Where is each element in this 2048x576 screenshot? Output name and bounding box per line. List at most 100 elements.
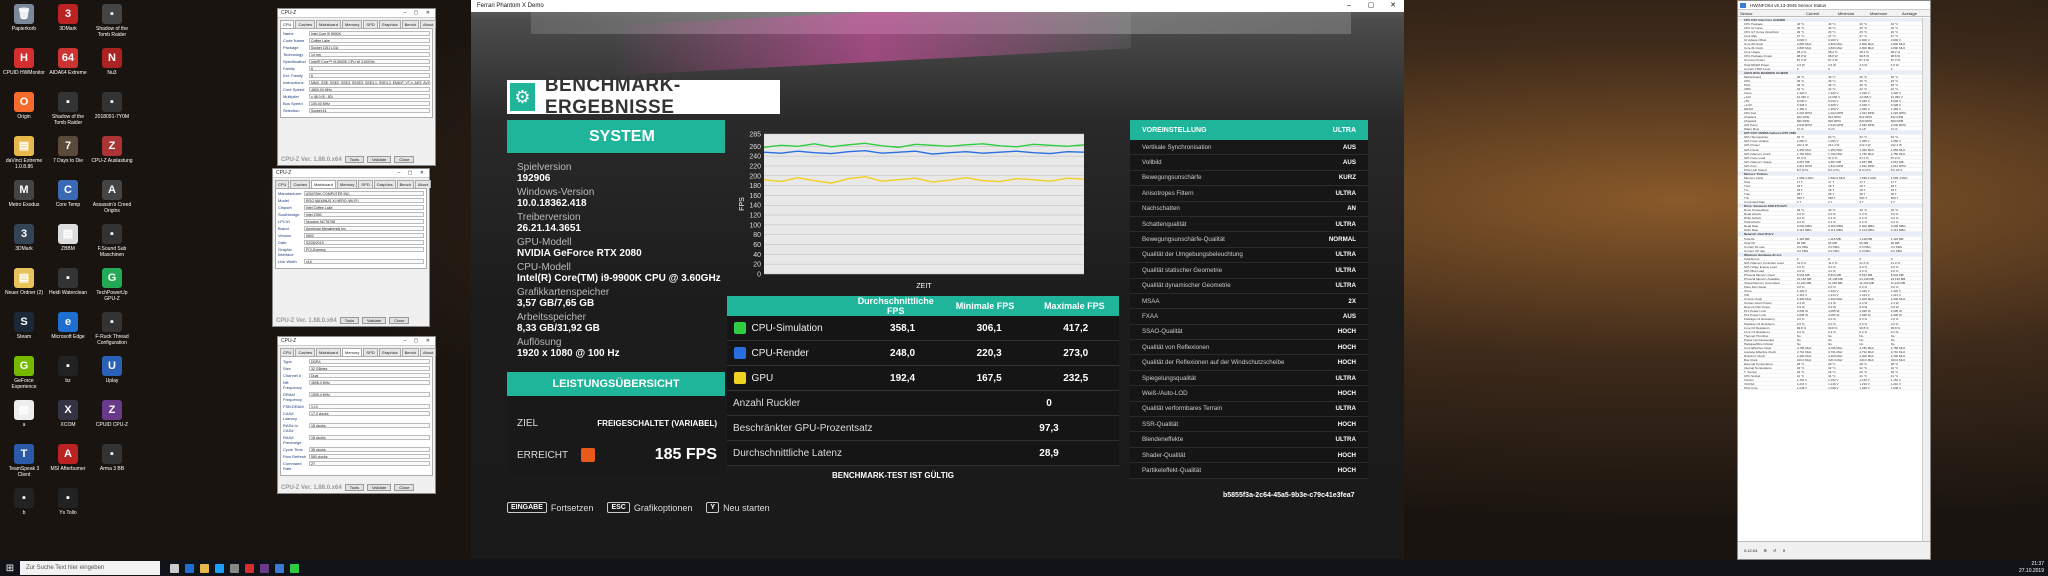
explorer-icon[interactable] — [200, 563, 209, 573]
cpuz-tab[interactable]: Caches — [290, 180, 311, 188]
sensor-row[interactable]: VCCSA 1.216 V 1.216 V 1.216 V 1.216 V — [1738, 382, 1922, 387]
col-maximum[interactable]: Maximum — [1870, 11, 1888, 16]
desktop-icon[interactable]: H CPUID HWMonitor — [2, 48, 46, 76]
sensor-row[interactable]: Current DL rate 0.0 KB/s 0.0 KB/s 0.0 KB/s 0… — [1738, 245, 1922, 249]
sensor-row[interactable]: Drive Temperature 39 °C 39 °C 39 °C 39 °C — [1738, 208, 1922, 213]
sensor-row[interactable]: PCIe Link Speed 8.0 GT/s 8.0 GT/s 8.0 GT/s 8… — [1738, 168, 1922, 172]
desktop-icon[interactable]: Z CPU-Z Auslastung — [90, 136, 134, 164]
desktop-icon[interactable]: e Microsoft Edge — [46, 312, 90, 340]
cpuz-tab[interactable]: CPU — [280, 20, 295, 28]
minimize-icon[interactable]: – — [1347, 2, 1351, 9]
sensor-row[interactable]: GPU Core Load 97.0 % 97.0 % 97.0 % 97.0 % — [1738, 156, 1922, 160]
sensor-group[interactable]: ASUS ROG MAXIMUS XI HERO — [1738, 70, 1922, 75]
sensor-row[interactable]: Package C3 Residency 0.0 % 0.0 % 0.0 % 0.0 % — [1738, 317, 1922, 322]
cpuz-tab[interactable]: Memory — [341, 20, 363, 28]
taskbar-search[interactable]: Zur Suche Text hier eingeben — [20, 561, 160, 575]
col-minimum[interactable]: Minimum — [1838, 11, 1855, 16]
hwmonitor-icon[interactable] — [245, 563, 254, 573]
key-hint[interactable]: Y Neu starten — [706, 502, 770, 513]
desktop-icon[interactable]: G GeForce Experience — [2, 356, 46, 390]
desktop-icon[interactable]: ▤ ZBBM — [46, 224, 90, 252]
cpuz-tab[interactable]: Mainboard — [311, 180, 336, 188]
sensor-row[interactable]: GPU Memory Clock 1,750 MHz 1,750 MHz 1,750 … — [1738, 152, 1922, 156]
sensor-row[interactable]: GPU Memory Controller Load 41.0 % 41.0 % 41… — [1738, 261, 1922, 265]
sensor-row[interactable]: Vcore 1.320 V 1.320 V 1.320 V 1.320 V — [1738, 91, 1922, 95]
desktop-icon[interactable]: X XCOM — [46, 400, 90, 428]
sensor-row[interactable]: GPU Power 212.4 W 212.4 W 212.4 W 212.4 W — [1738, 143, 1922, 148]
cpuz-tab[interactable]: Memory — [336, 180, 358, 188]
sensor-row[interactable]: Uncore Clock 4,300 MHz 4,300 MHz 4,300 MHz 4… — [1738, 297, 1922, 302]
reset-icon[interactable]: ↺ — [1772, 548, 1777, 553]
sensor-row[interactable]: VRM 42 °C 42 °C 42 °C 42 °C — [1738, 87, 1922, 91]
game-titlebar[interactable]: Ferrari Phantom X Demo – ▢ ✕ — [471, 0, 1404, 12]
desktop-icon[interactable]: C Core Temp — [46, 180, 90, 208]
sensor-row[interactable]: T_Sensor 29 °C 29 °C 29 °C 29 °C — [1738, 370, 1922, 375]
desktop-icon[interactable]: ▪ Heidi Waterclean — [46, 268, 90, 296]
cpuz-button[interactable]: Close — [394, 484, 415, 491]
sensor-row[interactable]: +12V 12.096 V 12.096 V 12.096 V 12.096 V — [1738, 95, 1922, 99]
key-hint[interactable]: ESC Grafikoptionen — [607, 502, 692, 513]
system-tray-clock[interactable]: 21:37 27.10.2019 — [2019, 561, 2044, 575]
sensor-row[interactable]: GPU Bus Load 3.0 % 3.0 % 3.0 % 3.0 % — [1738, 269, 1922, 273]
desktop-icon[interactable]: A MSI Afterburner — [46, 444, 90, 472]
cpuz-tab[interactable]: Graphics — [378, 20, 401, 28]
desktop-icon[interactable]: 🗑 Papierkorb — [2, 4, 46, 32]
cpuz-tab[interactable]: Graphics — [373, 180, 396, 188]
close-icon[interactable]: ✕ — [1782, 548, 1786, 553]
sensor-row[interactable]: GPU Fan 1,812 RPM 1,812 RPM 1,812 RPM 1,812 … — [1738, 164, 1922, 168]
cpuz-icon[interactable] — [260, 563, 269, 573]
desktop-icon[interactable]: ▤ Neuer Ordner (2) — [2, 268, 46, 296]
sensor-row[interactable]: CPU 45 °C 45 °C 45 °C 45 °C — [1738, 79, 1922, 83]
cpuz-tab[interactable]: Mainboard — [316, 348, 341, 356]
sensor-row[interactable]: CPU Fan 1,024 RPM 1,024 RPM 1,024 RPM 1,024 … — [1738, 111, 1922, 116]
cpuz-button[interactable]: Tools — [344, 156, 365, 163]
sensor-row[interactable]: Ring/LLC Clock 4,300 MHz 4,300 MHz 4,300 MH… — [1738, 354, 1922, 358]
col-sensor[interactable]: Sensor — [1740, 11, 1753, 16]
task-view-icon[interactable] — [170, 563, 179, 573]
sensor-row[interactable]: Total Activity 0.2 % 0.2 % 0.2 % 0.2 % — [1738, 220, 1922, 225]
desktop-icon[interactable]: ▪ Shadow of the Tomb Raider — [90, 4, 134, 38]
game-icon[interactable] — [290, 563, 299, 573]
sensor-row[interactable]: Trp 18 T 18 T 18 T 18 T — [1738, 188, 1922, 193]
sensor-row[interactable]: VCCIO 1.152 V 1.152 V 1.152 V 1.152 V — [1738, 378, 1922, 383]
sensor-row[interactable]: Trcd 18 T 18 T 18 T 18 T — [1738, 184, 1922, 188]
sensor-row[interactable]: Total Errors 0 0 0 0 — [1738, 257, 1922, 261]
close-icon[interactable]: ✕ — [1390, 2, 1396, 9]
sensor-row[interactable]: AIO Pump 2,640 RPM 2,640 RPM 2,640 RPM 2,640… — [1738, 123, 1922, 128]
key-hint[interactable]: EINGABE Fortsetzen — [507, 502, 593, 513]
cpuz-tab[interactable]: CPU — [275, 180, 290, 188]
settings-icon[interactable]: ⚙ — [1763, 548, 1767, 553]
desktop-icon[interactable]: ▪ Shadow of the Tomb Raider — [46, 92, 90, 126]
desktop-icon[interactable]: ▪ F-Ruck Thread Configuration — [90, 312, 134, 346]
sensor-group[interactable]: CPU [#0]: Intel Core i9-9900K — [1738, 18, 1922, 23]
desktop-icon[interactable]: ▪ bz — [46, 356, 90, 384]
cpuz-tab[interactable]: Caches — [295, 348, 316, 356]
cpuz-titlebar[interactable]: CPU-Z – ▢ ✕ — [278, 337, 435, 346]
window-controls[interactable]: – ▢ ✕ — [403, 338, 433, 344]
sensor-row[interactable]: Core #1 Clock 4,800 MHz 4,800 MHz 4,800 MHz… — [1738, 46, 1922, 51]
sensor-row[interactable]: DRAM 1.350 V 1.350 V 1.350 V 1.350 V — [1738, 107, 1922, 112]
window-controls[interactable]: – ▢ ✕ — [403, 10, 433, 16]
sensor-row[interactable]: CPU Socket 41 °C 41 °C 41 °C 41 °C — [1738, 374, 1922, 379]
sensor-row[interactable]: System Agent Power 2.4 W 2.4 W 2.4 W 2.4 W — [1738, 301, 1922, 306]
cpuz-tab[interactable]: About — [414, 180, 432, 188]
desktop-icon[interactable]: S Steam — [2, 312, 46, 340]
sensor-row[interactable]: Chassis2 820 RPM 820 RPM 820 RPM 820 RPM — [1738, 119, 1922, 124]
maximize-icon[interactable]: ▢ — [1367, 2, 1375, 9]
cpuz-window-cpu[interactable]: CPU-Z – ▢ ✕ CPU Caches Mainboard Memory SPD Gra… — [277, 8, 437, 166]
sensor-row[interactable]: Current UP rate 0.0 KB/s 0.0 KB/s 0.0 KB/s 0… — [1738, 249, 1922, 253]
cpuz-tab[interactable]: CPU — [280, 348, 295, 356]
sensor-group[interactable]: Network: Intel I219-V — [1738, 232, 1922, 237]
sensor-row[interactable]: Core Effective Clock 4,786 MHz 4,786 MHz 4,… — [1738, 346, 1922, 350]
cpuz-button[interactable]: Validate — [367, 156, 392, 163]
cpuz-titlebar[interactable]: CPU-Z – ▢ ✕ — [278, 9, 435, 18]
hwinfo-window[interactable]: HWiNFO64 v6.13-3945 Sensor Status Sensor… — [1737, 0, 1931, 560]
sensor-row[interactable]: Power Limit Exceeded No No No No — [1738, 338, 1922, 342]
sensor-row[interactable]: Virtual Memory Committed 11,230 MB 11,230 … — [1738, 281, 1922, 286]
sensor-row[interactable]: Read Activity 0.0 % 0.0 % 0.0 % 0.0 % — [1738, 212, 1922, 217]
sensor-row[interactable]: IA Voltage Offset 0.000 V 0.000 V 0.000 V 0.… — [1738, 38, 1922, 43]
hwinfo-titlebar[interactable]: HWiNFO64 v6.13-3945 Sensor Status — [1738, 1, 1930, 10]
desktop-icon[interactable]: 3 3DMark — [2, 224, 46, 252]
sensor-row[interactable]: Write Activity 0.2 % 0.2 % 0.2 % 0.2 % — [1738, 216, 1922, 221]
sensor-row[interactable]: Bus Clock 100.0 MHz 100.0 MHz 100.0 MHz 100.… — [1738, 358, 1922, 362]
